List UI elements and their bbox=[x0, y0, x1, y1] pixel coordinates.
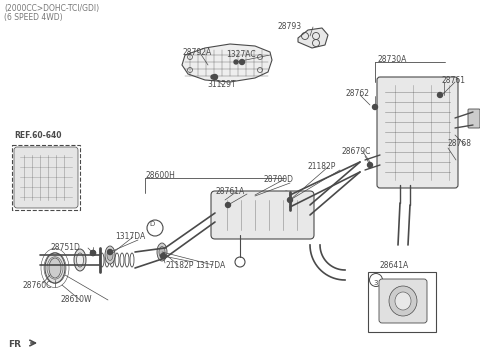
FancyBboxPatch shape bbox=[468, 109, 480, 128]
Text: 28761: 28761 bbox=[442, 76, 466, 84]
Text: REF.60-640: REF.60-640 bbox=[14, 131, 61, 140]
Ellipse shape bbox=[107, 250, 113, 261]
Circle shape bbox=[91, 251, 96, 256]
Text: 21182P: 21182P bbox=[308, 161, 336, 170]
Circle shape bbox=[372, 105, 377, 110]
Circle shape bbox=[288, 198, 292, 203]
Bar bbox=[368, 272, 436, 332]
Text: 28641A: 28641A bbox=[380, 261, 409, 271]
Text: 28792A: 28792A bbox=[182, 48, 211, 57]
Circle shape bbox=[211, 75, 215, 79]
Circle shape bbox=[160, 253, 166, 258]
Text: 31129T: 31129T bbox=[207, 79, 236, 88]
Ellipse shape bbox=[159, 247, 165, 257]
Circle shape bbox=[368, 163, 372, 168]
FancyBboxPatch shape bbox=[379, 279, 427, 323]
FancyBboxPatch shape bbox=[211, 191, 314, 239]
Ellipse shape bbox=[76, 253, 84, 267]
Circle shape bbox=[234, 60, 238, 64]
Text: 28793: 28793 bbox=[278, 21, 302, 30]
Circle shape bbox=[370, 274, 383, 286]
Text: 21182P: 21182P bbox=[165, 261, 193, 271]
Ellipse shape bbox=[105, 246, 115, 264]
Circle shape bbox=[226, 203, 230, 208]
Polygon shape bbox=[298, 28, 328, 48]
Ellipse shape bbox=[157, 243, 167, 261]
Text: 1317DA: 1317DA bbox=[195, 261, 225, 270]
Text: 28700D: 28700D bbox=[263, 174, 293, 184]
Text: 28751D: 28751D bbox=[50, 242, 80, 252]
Ellipse shape bbox=[281, 191, 289, 209]
Text: 1317DA: 1317DA bbox=[115, 232, 145, 241]
Text: 28600H: 28600H bbox=[145, 170, 175, 179]
Bar bbox=[12, 145, 80, 210]
Text: 28760C: 28760C bbox=[22, 281, 51, 290]
Circle shape bbox=[91, 251, 96, 256]
Circle shape bbox=[213, 74, 217, 79]
Text: 3: 3 bbox=[374, 280, 378, 286]
Text: 28610W: 28610W bbox=[60, 295, 92, 305]
Ellipse shape bbox=[49, 258, 61, 278]
Text: FR: FR bbox=[8, 340, 21, 349]
Ellipse shape bbox=[45, 253, 65, 283]
Circle shape bbox=[437, 92, 443, 97]
Text: 28762: 28762 bbox=[345, 88, 369, 97]
Polygon shape bbox=[182, 44, 272, 82]
Circle shape bbox=[240, 59, 244, 64]
Ellipse shape bbox=[395, 292, 411, 310]
FancyBboxPatch shape bbox=[14, 147, 78, 208]
Text: D: D bbox=[149, 221, 155, 227]
Circle shape bbox=[108, 250, 112, 255]
Text: 28768: 28768 bbox=[448, 139, 472, 147]
Text: (6 SPEED 4WD): (6 SPEED 4WD) bbox=[4, 13, 62, 22]
Text: 28730A: 28730A bbox=[378, 54, 408, 63]
Ellipse shape bbox=[282, 194, 288, 206]
Ellipse shape bbox=[74, 249, 86, 271]
Text: 28679C: 28679C bbox=[342, 146, 372, 155]
Text: 1327AC: 1327AC bbox=[226, 49, 256, 58]
Text: 28761A: 28761A bbox=[215, 187, 244, 195]
FancyBboxPatch shape bbox=[377, 77, 458, 188]
Text: (2000CC>DOHC-TCI/GDI): (2000CC>DOHC-TCI/GDI) bbox=[4, 4, 99, 13]
Ellipse shape bbox=[389, 286, 417, 316]
